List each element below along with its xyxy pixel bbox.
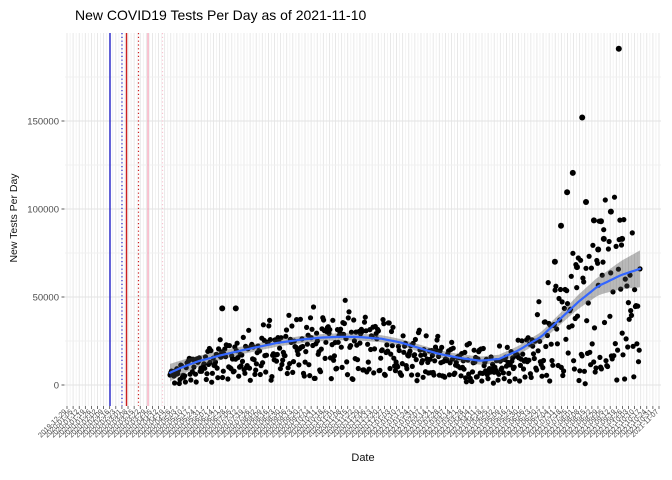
svg-text:100000: 100000 <box>27 204 59 215</box>
smooth-line <box>168 267 642 374</box>
scatter-points <box>167 194 643 387</box>
svg-text:150000: 150000 <box>27 116 59 127</box>
x-gridlines-minor <box>69 33 657 406</box>
svg-text:0: 0 <box>54 380 59 391</box>
y-axis-ticks <box>61 120 65 386</box>
x-axis-labels: 2019-12-292020-01-052020-01-122020-01-19… <box>36 407 660 439</box>
x-gridlines-major <box>66 33 660 406</box>
x-axis-ticks <box>66 406 660 409</box>
y-gridlines-minor <box>65 76 661 342</box>
x-axis-title: Date <box>351 452 375 464</box>
outlier-points <box>219 45 626 312</box>
y-axis-labels: 0 50000 100000 150000 <box>27 116 59 391</box>
svg-text:50000: 50000 <box>33 292 59 303</box>
event-lines <box>109 33 164 406</box>
chart-title: New COVID19 Tests Per Day as of 2021-11-… <box>75 7 367 23</box>
y-gridlines-major <box>65 120 661 386</box>
